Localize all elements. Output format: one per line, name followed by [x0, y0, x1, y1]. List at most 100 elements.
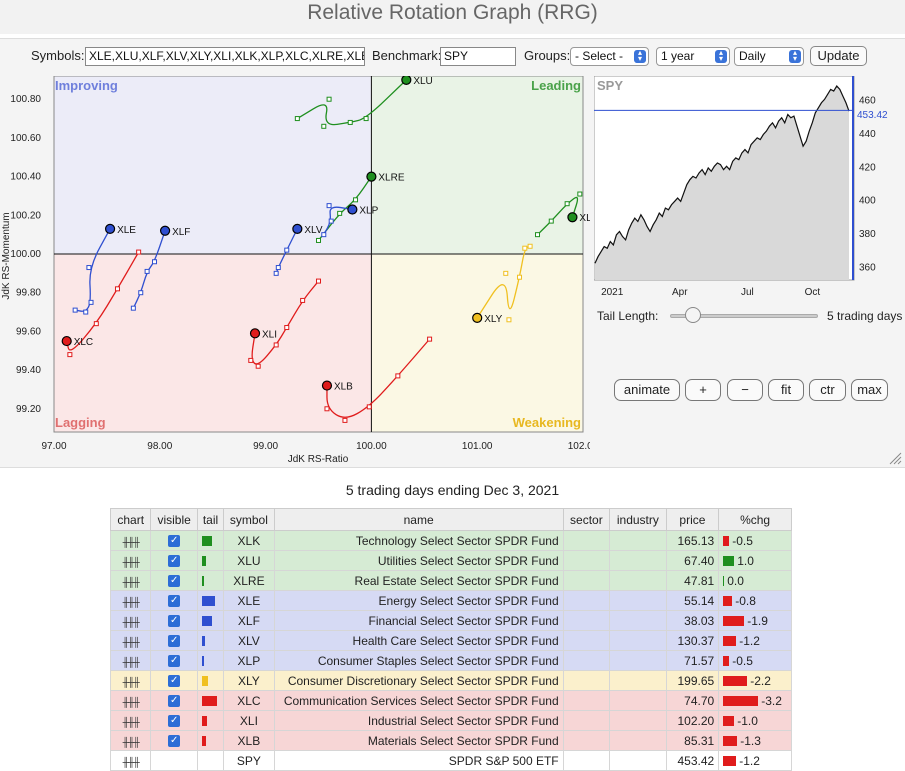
tail-point — [324, 406, 330, 412]
symbol-cell: XLE — [223, 590, 275, 611]
tail-point — [93, 321, 99, 327]
symbols-input[interactable]: XLE,XLU,XLF,XLV,XLY,XLI,XLK,XLP,XLC,XLRE… — [85, 47, 365, 66]
visible-checkbox[interactable]: ✓ — [168, 695, 181, 708]
current-point[interactable] — [347, 204, 358, 215]
chart-cell[interactable]: ╫╫╫ — [109, 750, 152, 771]
price-cell: 102.20 — [665, 710, 720, 731]
tail-point — [144, 268, 150, 274]
visible-checkbox[interactable]: ✓ — [168, 595, 181, 608]
current-point[interactable] — [159, 225, 171, 236]
update-button[interactable]: Update — [810, 46, 867, 66]
interval-select[interactable]: Daily ▴ ▾ — [734, 47, 804, 66]
x-axis-label: JdK RS-Ratio — [288, 454, 349, 465]
chart-cell[interactable]: ╫╫╫ — [109, 650, 152, 671]
visible-checkbox[interactable]: ✓ — [168, 555, 181, 568]
visible-cell[interactable]: ✓ — [150, 670, 198, 691]
visible-checkbox[interactable]: ✓ — [168, 715, 181, 728]
series-tail-line — [297, 79, 407, 126]
chart-cell[interactable]: ╫╫╫ — [109, 710, 152, 731]
current-point[interactable] — [401, 76, 412, 85]
candlestick-icon[interactable]: ╫╫╫ — [122, 616, 140, 627]
visible-cell[interactable]: ✓ — [150, 690, 198, 711]
price-cell: 38.03 — [665, 610, 720, 631]
select-caret-icon: ▴ ▾ — [634, 49, 646, 63]
chart-cell[interactable]: ╫╫╫ — [109, 590, 152, 611]
visible-cell[interactable]: ✓ — [150, 550, 198, 571]
chart-cell[interactable]: ╫╫╫ — [109, 550, 152, 571]
fit-button[interactable]: fit — [768, 379, 804, 401]
visible-cell[interactable]: ✓ — [150, 630, 198, 651]
visible-checkbox[interactable]: ✓ — [168, 735, 181, 748]
current-point[interactable] — [366, 171, 377, 182]
visible-checkbox[interactable]: ✓ — [168, 655, 181, 668]
visible-checkbox[interactable]: ✓ — [168, 535, 181, 548]
visible-cell[interactable] — [150, 750, 198, 771]
candlestick-icon[interactable]: ╫╫╫ — [122, 556, 140, 567]
y-tick-label: 100.20 — [10, 210, 41, 221]
chart-cell[interactable]: ╫╫╫ — [109, 630, 152, 651]
tail-point — [152, 259, 158, 265]
candlestick-icon[interactable]: ╫╫╫ — [122, 736, 140, 747]
current-point[interactable] — [249, 328, 261, 339]
chart-cell[interactable]: ╫╫╫ — [109, 570, 152, 591]
visible-checkbox[interactable]: ✓ — [168, 615, 181, 628]
visible-cell[interactable]: ✓ — [150, 710, 198, 731]
candlestick-icon[interactable]: ╫╫╫ — [122, 656, 140, 667]
col-pctchg[interactable]: %chg — [718, 508, 792, 531]
resize-grip-icon[interactable] — [888, 451, 902, 465]
col-name[interactable]: name — [273, 508, 564, 531]
current-point[interactable] — [567, 212, 578, 223]
industry-cell — [609, 730, 667, 751]
animate-button[interactable]: animate — [614, 379, 680, 401]
visible-cell[interactable]: ✓ — [150, 650, 198, 671]
tail-length-slider[interactable] — [670, 314, 818, 318]
x-tick-label: 99.00 — [253, 441, 278, 452]
x-tick-label: 100.00 — [356, 441, 387, 452]
current-point[interactable] — [321, 380, 333, 391]
chart-cell[interactable]: ╫╫╫ — [109, 530, 152, 551]
zoom-out-button[interactable]: − — [727, 379, 763, 401]
groups-select[interactable]: - Select - ▴ ▾ — [570, 47, 649, 66]
visible-cell[interactable]: ✓ — [150, 730, 198, 751]
current-point[interactable] — [104, 223, 116, 234]
candlestick-icon[interactable]: ╫╫╫ — [122, 696, 140, 707]
candlestick-icon[interactable]: ╫╫╫ — [122, 576, 140, 587]
y-tick-label: 99.40 — [16, 365, 41, 376]
col-sector[interactable]: sector — [562, 508, 611, 531]
tail-slider-handle[interactable] — [685, 307, 701, 323]
visible-cell[interactable]: ✓ — [150, 590, 198, 611]
pctchg-cell: -0.8 — [718, 590, 792, 611]
candlestick-icon[interactable]: ╫╫╫ — [122, 756, 140, 767]
col-industry[interactable]: industry — [609, 508, 667, 531]
col-symbol[interactable]: symbol — [223, 508, 275, 531]
tail-point — [527, 243, 533, 249]
benchmark-input[interactable]: SPY — [440, 47, 516, 66]
period-select[interactable]: 1 year ▴ ▾ — [656, 47, 730, 66]
chart-cell[interactable]: ╫╫╫ — [109, 730, 152, 751]
chart-cell[interactable]: ╫╫╫ — [109, 690, 152, 711]
visible-checkbox[interactable]: ✓ — [168, 675, 181, 688]
visible-cell[interactable]: ✓ — [150, 530, 198, 551]
col-price[interactable]: price — [665, 508, 720, 531]
chart-cell[interactable]: ╫╫╫ — [109, 670, 152, 691]
visible-cell[interactable]: ✓ — [150, 610, 198, 631]
visible-checkbox[interactable]: ✓ — [168, 635, 181, 648]
current-point[interactable] — [292, 223, 303, 234]
visible-cell[interactable]: ✓ — [150, 570, 198, 591]
candlestick-icon[interactable]: ╫╫╫ — [122, 636, 140, 647]
chart-cell[interactable]: ╫╫╫ — [109, 610, 152, 631]
industry-cell — [609, 570, 667, 591]
center-button[interactable]: ctr — [809, 379, 846, 401]
visible-checkbox[interactable]: ✓ — [168, 575, 181, 588]
col-tail[interactable]: tail — [196, 508, 225, 531]
current-point[interactable] — [472, 312, 483, 323]
pctchg-value: -0.5 — [732, 533, 753, 548]
candlestick-icon[interactable]: ╫╫╫ — [122, 536, 140, 547]
candlestick-icon[interactable]: ╫╫╫ — [122, 596, 140, 607]
candlestick-icon[interactable]: ╫╫╫ — [122, 676, 140, 687]
max-button[interactable]: max — [851, 379, 888, 401]
current-point[interactable] — [61, 335, 72, 347]
candlestick-icon[interactable]: ╫╫╫ — [122, 716, 140, 727]
zoom-in-button[interactable]: + — [685, 379, 721, 401]
pctchg-cell: -3.2 — [718, 690, 792, 711]
